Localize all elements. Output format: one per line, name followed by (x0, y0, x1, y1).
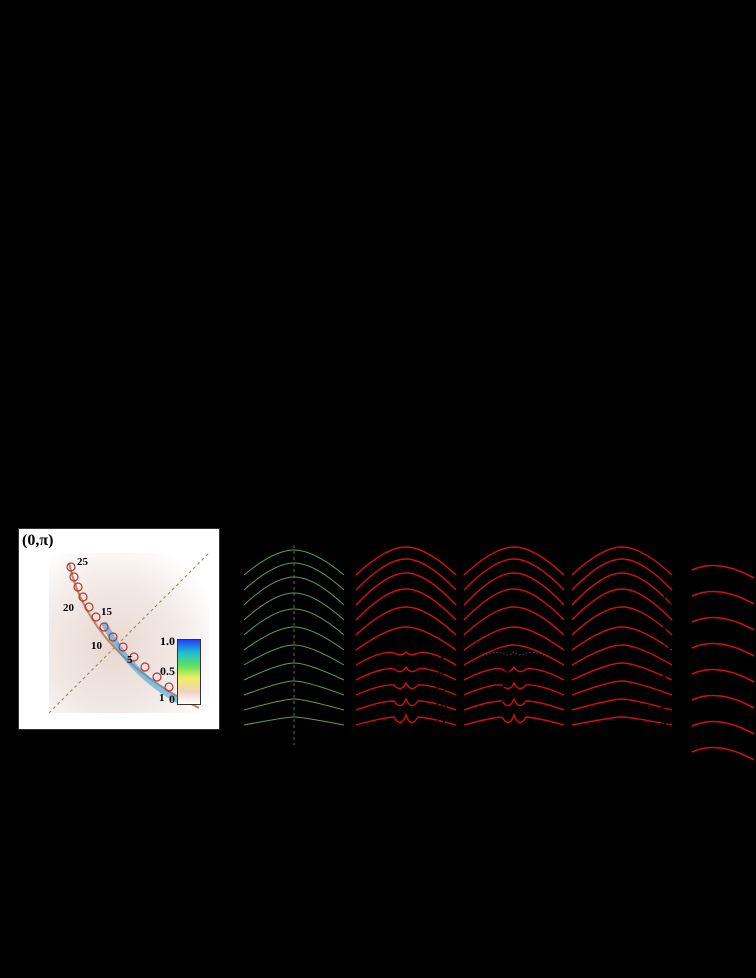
num-c-23: 23 (432, 727, 449, 743)
edc-col-e-svg (562, 545, 682, 775)
edc-col-d (454, 545, 574, 775)
num-d-18: 18 (498, 705, 515, 721)
arc-num-10: 10 (91, 640, 103, 652)
edc-col-b-svg (234, 545, 354, 775)
cb-tick-1: 1.0 (160, 634, 175, 649)
edc-col-f-svg (688, 556, 756, 776)
arc-num-25: 25 (77, 556, 89, 568)
rnum-18: 18 (660, 666, 675, 683)
num-d-14: 14 (498, 690, 515, 706)
num-e-8: 8 (594, 705, 605, 721)
panel-a-corner-label: (0,π) (22, 532, 53, 550)
colorbar (177, 639, 201, 705)
rnum-16: 16 (660, 642, 675, 659)
num-d-10: 10 (498, 675, 515, 691)
num-c-12: 12 (432, 682, 449, 698)
rnum-14: 14 (660, 618, 675, 635)
rnum-21: 21 (660, 696, 675, 713)
rnum-12: 12 (660, 594, 675, 611)
num-c-21: 21 (432, 712, 449, 728)
panel-a-fermi-map: 1 5 10 15 20 25 1.0 0.5 0 (18, 528, 220, 730)
rnum-25: 25 (660, 744, 675, 761)
cb-tick-0: 0 (169, 692, 175, 707)
rnum-23: 23 (660, 720, 675, 737)
arc-num-1: 1 (159, 692, 165, 704)
arc-num-20: 20 (63, 602, 75, 614)
num-c-16: 16 (432, 697, 449, 713)
arc-num-15: 15 (101, 606, 113, 618)
num-c-4: 4 (436, 652, 447, 668)
edc-col-d-svg (454, 545, 574, 775)
temp-40k-f: 40K (700, 534, 725, 550)
edc-col-b (234, 545, 354, 775)
edc-col-f (688, 556, 756, 776)
num-c-8: 8 (436, 667, 447, 683)
edc-col-e (562, 545, 682, 775)
num-c-25: 25 (432, 742, 449, 758)
arc-num-5: 5 (127, 654, 133, 666)
num-d-6: 6 (502, 660, 513, 676)
cb-tick-05: 0.5 (160, 664, 175, 679)
